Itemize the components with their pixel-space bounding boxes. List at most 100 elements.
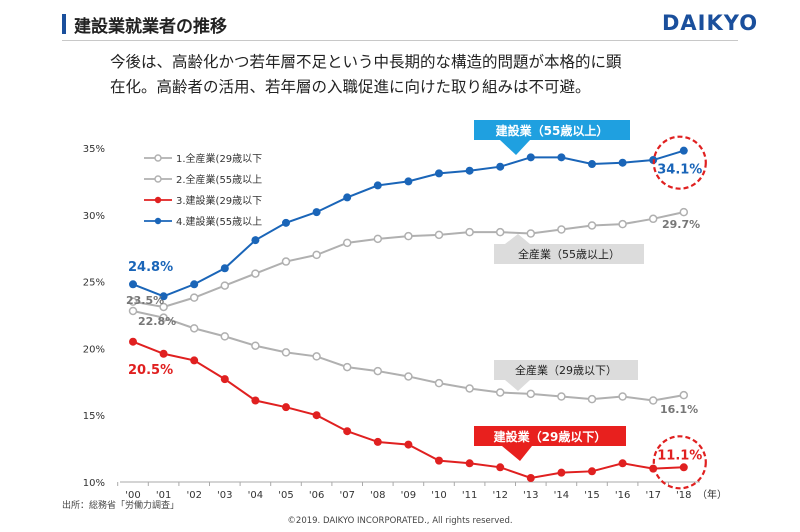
data-point-series-3 — [649, 464, 658, 473]
y-tick-label: 20% — [83, 344, 105, 355]
data-point-series-3 — [373, 437, 382, 446]
callout-box-gray29 — [494, 360, 638, 380]
callout-pointer-blue — [500, 140, 530, 155]
subtitle-line-1: 今後は、高齢化かつ若年層不足という中長期的な構造的問題が本格的に顕 — [110, 53, 622, 71]
x-tick-label: '18 — [676, 490, 691, 501]
x-tick-label: '02 — [186, 490, 201, 501]
data-point-series-1 — [434, 378, 444, 388]
data-point-series-4 — [588, 160, 596, 169]
data-point-series-2 — [618, 219, 627, 229]
source-note: 出所：総務省「労働力調査」 — [62, 501, 180, 511]
data-point-series-2 — [159, 302, 168, 312]
data-point-series-1 — [251, 341, 260, 350]
highlight-circle-red — [652, 435, 707, 490]
data-point-series-1 — [128, 306, 138, 316]
data-point-series-4 — [251, 236, 260, 245]
y-tick-label: 15% — [83, 411, 105, 422]
data-point-series-1 — [587, 394, 597, 404]
page-title: 建設業就業者の推移 — [74, 17, 227, 37]
data-point-series-1 — [189, 324, 199, 333]
title-accent-bar — [62, 14, 66, 34]
data-point-series-3 — [588, 467, 596, 476]
data-point-series-4 — [220, 264, 229, 273]
x-tick-label: '05 — [278, 490, 293, 501]
x-tick-label: '08 — [370, 490, 385, 501]
chart-lines — [128, 146, 689, 482]
data-point-series-2 — [251, 269, 260, 278]
x-tick-label: '15 — [584, 490, 599, 501]
callout-pointer-red — [502, 446, 532, 461]
data-point-series-3 — [312, 411, 321, 420]
chart-annotations: 24.8% 23.5% 22.8% 20.5% 29.7% 16.1% 34.1% 11.1%… — [126, 120, 707, 490]
data-point-series-3 — [404, 440, 413, 449]
y-tick-label: 35% — [83, 144, 105, 155]
data-point-series-4 — [282, 218, 290, 227]
data-point-series-4 — [190, 280, 199, 289]
data-point-series-1 — [342, 362, 352, 372]
data-point-series-2 — [526, 229, 536, 238]
callout-label-gray55: 全産業（55歳以上） — [518, 247, 620, 261]
data-point-series-3 — [526, 473, 535, 482]
callout-label-gray29: 全産業（29歳以下） — [515, 363, 617, 377]
data-point-series-2 — [587, 221, 597, 230]
value-label-red-end: 11.1% — [657, 448, 702, 463]
data-point-series-4 — [618, 158, 627, 167]
data-point-series-3 — [282, 403, 290, 412]
x-tick-label: '06 — [309, 490, 324, 501]
data-point-series-2 — [465, 227, 474, 237]
x-tick-label: '00 — [125, 490, 140, 501]
data-point-series-1 — [404, 372, 413, 381]
data-point-series-4 — [159, 292, 168, 301]
callout-pointer-gray55 — [505, 234, 530, 244]
callout-pointer-gray29 — [505, 380, 530, 391]
legend-swatch-marker — [154, 154, 162, 162]
subtitle: 今後は、高齢化かつ若年層不足という中長期的な構造的問題が本格的に顕 在化。高齢者… — [110, 50, 710, 100]
data-point-series-2 — [281, 257, 291, 266]
data-point-series-4 — [496, 162, 505, 171]
logo-text: DAIKYO — [662, 11, 759, 35]
data-point-series-1 — [526, 389, 536, 399]
y-tick-label: 25% — [83, 278, 105, 289]
chart-axes: 10% 15% 20% 25% 30% 35% '00 '01 '02 '03 '04 '05 '06 '… — [83, 144, 727, 501]
data-point-series-3 — [557, 468, 566, 477]
data-point-series-2 — [312, 250, 321, 260]
data-point-series-3 — [618, 459, 627, 468]
data-point-series-2 — [220, 281, 230, 290]
data-point-series-3 — [251, 396, 260, 405]
title-divider — [62, 40, 738, 41]
data-point-series-1 — [159, 313, 168, 322]
y-tick-label: 10% — [83, 478, 105, 489]
data-point-series-1 — [557, 392, 566, 401]
data-point-series-2 — [128, 297, 138, 306]
data-point-series-4 — [465, 166, 474, 175]
data-point-series-2 — [342, 238, 352, 248]
value-label-red-start: 20.5% — [128, 363, 173, 378]
callout-box-blue — [474, 120, 630, 140]
data-point-series-3 — [465, 459, 474, 468]
data-point-series-1 — [312, 352, 321, 361]
data-point-series-4 — [526, 153, 535, 162]
data-point-series-3 — [435, 456, 443, 465]
x-tick-label: '17 — [645, 490, 660, 501]
data-point-series-3 — [220, 375, 229, 384]
data-point-series-1 — [618, 392, 627, 401]
legend-entry: 2.全産業(55歳以上 — [176, 173, 262, 186]
x-tick-label: '07 — [339, 490, 354, 501]
x-tick-label: '12 — [492, 490, 507, 501]
legend-entry: 3.建設業(29歳以下 — [176, 194, 262, 207]
x-tick-label: '04 — [248, 490, 263, 501]
legend-entry: 4.建設業(55歳以上 — [176, 215, 262, 228]
data-point-series-4 — [312, 208, 321, 217]
subtitle-line-2: 在化。高齢者の活用、若年層の入職促進に向けた取り組みは不可避。 — [110, 78, 591, 96]
data-point-series-2 — [434, 230, 444, 240]
x-tick-label: '10 — [431, 490, 446, 501]
callout-label-red: 建設業（29歳以下） — [493, 429, 607, 444]
data-point-series-2 — [557, 225, 566, 234]
series-line-1 — [132, 310, 684, 402]
data-point-series-1 — [679, 390, 689, 400]
x-axis-unit: （年） — [697, 488, 727, 501]
x-tick-label: '13 — [523, 490, 538, 501]
data-point-series-1 — [465, 384, 474, 393]
data-point-series-4 — [557, 153, 566, 162]
